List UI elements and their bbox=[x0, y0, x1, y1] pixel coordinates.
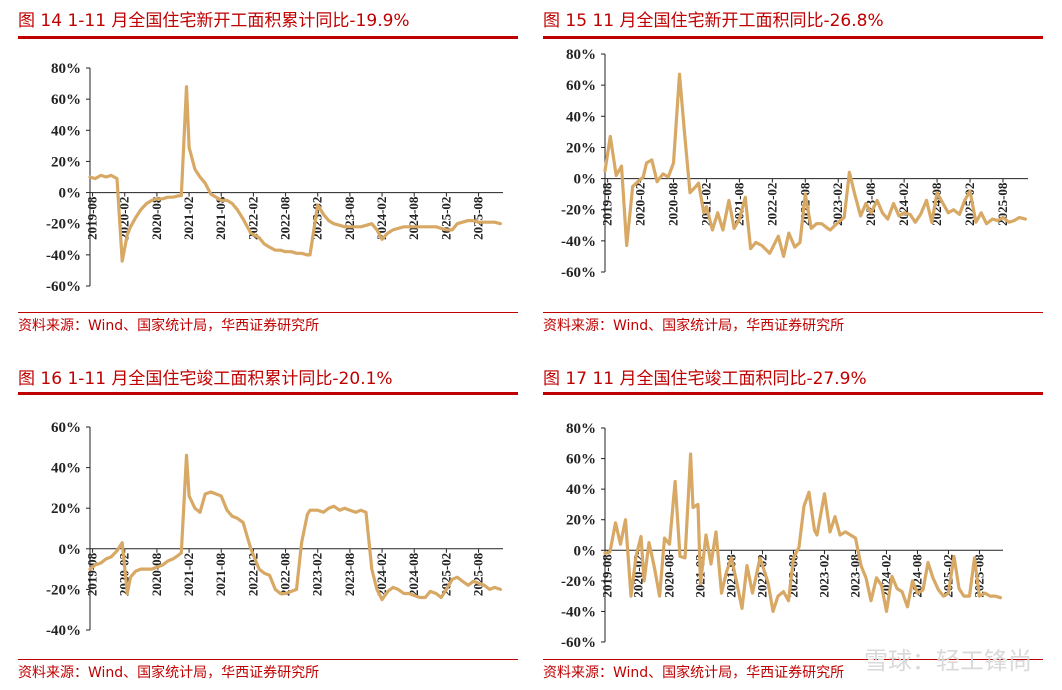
y-tick-label: 40% bbox=[51, 461, 81, 477]
x-tick-label: 2023-02 bbox=[310, 553, 325, 596]
y-tick-label: 20% bbox=[566, 513, 596, 529]
y-tick-label: 0% bbox=[574, 543, 597, 559]
chart-source: 资料来源：Wind、国家统计局，华西证券研究所 bbox=[543, 665, 845, 681]
line-chart: -60%-40%-20%0%20%40%60%80%2019-08 2020-02… bbox=[46, 61, 503, 295]
y-tick-label: 80% bbox=[566, 47, 596, 63]
line-chart: -60% -40% -20% 0% 20% 40% 60% 80% 2019-08 2020-02… bbox=[561, 47, 1028, 281]
chart-panel-3: 图 16 1-11 月全国住宅竣工面积累计同比-20.1% -40% -20% 0%… bbox=[18, 364, 518, 690]
x-tick-label: 2024-08 bbox=[406, 196, 421, 240]
x-tick-label: 2021-08 bbox=[213, 552, 228, 596]
y-tick-label: -40% bbox=[561, 234, 596, 250]
y-tick-label: 60% bbox=[566, 452, 596, 468]
x-tick-label: 2019-08 bbox=[85, 196, 100, 240]
y-tick-label: -20% bbox=[46, 582, 81, 598]
y-tick-label: 20% bbox=[51, 501, 81, 517]
x-tick-label: 2025-08 bbox=[471, 196, 486, 240]
y-tick-label: 60% bbox=[51, 92, 81, 108]
x-tick-label: 2022-02 bbox=[764, 183, 779, 226]
x-tick-label: 2019-08 bbox=[599, 554, 614, 598]
y-tick-label: -20% bbox=[561, 574, 596, 590]
series-line bbox=[88, 453, 502, 602]
x-tick-label: 2021-08 bbox=[723, 554, 738, 598]
chart-source: 资料来源：Wind、国家统计局，华西证券研究所 bbox=[543, 318, 845, 334]
x-tick-label: 2020-08 bbox=[661, 554, 676, 598]
x-tick-label: 2024-02 bbox=[896, 183, 911, 226]
x-tick-label: 2023-02 bbox=[816, 554, 831, 597]
x-tick-label: 2021-08 bbox=[213, 196, 228, 240]
y-tick-label: 40% bbox=[566, 482, 596, 498]
y-tick-label: 20% bbox=[566, 140, 596, 156]
y-tick-label: -20% bbox=[46, 217, 81, 233]
x-tick-label: 2024-08 bbox=[406, 552, 421, 596]
source-divider bbox=[18, 659, 518, 660]
y-tick-label: -60% bbox=[561, 265, 596, 281]
source-divider bbox=[543, 659, 1043, 660]
x-tick-label: 2025-02 bbox=[438, 197, 453, 240]
chart-source: 资料来源：Wind、国家统计局，华西证券研究所 bbox=[18, 318, 320, 334]
y-tick-label: 0% bbox=[574, 172, 597, 188]
x-tick-label: 2022-02 bbox=[245, 553, 260, 596]
series-line bbox=[88, 85, 502, 263]
y-tick-label: 0% bbox=[59, 186, 82, 202]
chart-panel-2: 图 15 11 月全国住宅新开工面积同比-26.8% -60% -40% -20% 0… bbox=[543, 6, 1043, 336]
y-tick-label: -60% bbox=[46, 279, 81, 295]
x-tick-label: 2025-08 bbox=[995, 182, 1010, 226]
series-line bbox=[603, 72, 1027, 258]
y-tick-label: -60% bbox=[561, 635, 596, 651]
y-tick-label: -40% bbox=[46, 623, 81, 639]
x-tick-label: 2020-08 bbox=[149, 196, 164, 240]
x-tick-label: 2023-08 bbox=[847, 554, 862, 598]
x-tick-label: 2022-08 bbox=[278, 552, 293, 596]
x-tick-label: 2023-08 bbox=[342, 552, 357, 596]
source-divider bbox=[543, 312, 1043, 313]
y-tick-label: -20% bbox=[561, 203, 596, 219]
title-divider bbox=[18, 36, 518, 39]
title-divider bbox=[543, 392, 1043, 395]
x-tick-label: 2021-02 bbox=[181, 197, 196, 240]
x-tick-label: 2023-02 bbox=[830, 183, 845, 226]
x-tick-label: 2020-02 bbox=[633, 183, 648, 226]
x-tick-label: 2025-08 bbox=[471, 552, 486, 596]
chart-panel-1: 图 14 1-11 月全国住宅新开工面积累计同比-19.9% -60% -40% -… bbox=[18, 6, 518, 336]
x-tick-label: 2021-08 bbox=[731, 182, 746, 226]
x-tick-label: 2023-08 bbox=[342, 196, 357, 240]
y-tick-label: -40% bbox=[46, 248, 81, 264]
y-tick-label: 0% bbox=[59, 542, 82, 558]
x-tick-label: 2024-02 bbox=[374, 553, 389, 596]
title-divider bbox=[18, 392, 518, 395]
title-divider bbox=[543, 36, 1043, 39]
y-tick-label: 40% bbox=[51, 123, 81, 139]
line-chart: -40%-20%0%20%40%60%2019-08 2020-02 2020-08… bbox=[46, 420, 503, 639]
y-tick-label: 60% bbox=[51, 420, 81, 436]
x-tick-label: 2020-08 bbox=[666, 182, 681, 226]
y-tick-label: 60% bbox=[566, 78, 596, 94]
chart-title: 图 14 1-11 月全国住宅新开工面积累计同比-19.9% bbox=[18, 11, 410, 31]
series-line bbox=[603, 452, 1003, 613]
y-tick-label: 20% bbox=[51, 154, 81, 170]
source-divider bbox=[18, 312, 518, 313]
y-tick-label: 80% bbox=[51, 61, 81, 77]
chart-title: 图 16 1-11 月全国住宅竣工面积累计同比-20.1% bbox=[18, 369, 393, 389]
chart-title: 图 15 11 月全国住宅新开工面积同比-26.8% bbox=[543, 11, 884, 31]
y-tick-label: 40% bbox=[566, 109, 596, 125]
watermark: 雪球：轻工锋尚 bbox=[864, 647, 1032, 675]
chart-source: 资料来源：Wind、国家统计局，华西证券研究所 bbox=[18, 665, 320, 681]
y-tick-label: 80% bbox=[566, 421, 596, 437]
chart-title: 图 17 11 月全国住宅竣工面积同比-27.9% bbox=[543, 369, 867, 389]
x-tick-label: 2019-08 bbox=[600, 182, 615, 226]
x-tick-label: 2020-08 bbox=[149, 552, 164, 596]
line-chart: -60%-40%-20%0%20%40%60%80%2019-08 2020-02… bbox=[561, 421, 1003, 651]
x-tick-label: 2022-08 bbox=[278, 196, 293, 240]
x-tick-label: 2021-02 bbox=[181, 553, 196, 596]
x-tick-label: 2019-08 bbox=[85, 552, 100, 596]
y-tick-label: -40% bbox=[561, 604, 596, 620]
x-tick-label: 2023-08 bbox=[863, 182, 878, 226]
chart-panel-4: 图 17 11 月全国住宅竣工面积同比-27.9% -60% -40% -20% 0%… bbox=[543, 364, 1043, 690]
